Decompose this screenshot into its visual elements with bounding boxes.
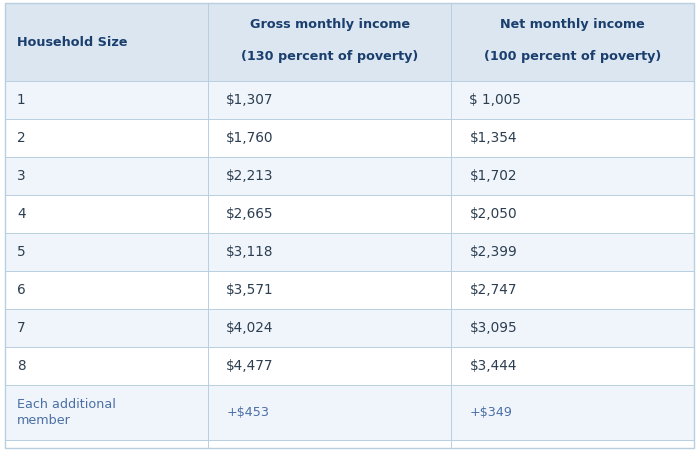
Text: $4,477: $4,477	[226, 359, 274, 373]
Text: Household Size: Household Size	[17, 36, 127, 49]
Text: 4: 4	[17, 207, 26, 221]
Text: +$349: +$349	[470, 406, 512, 419]
Bar	[5, 271, 694, 309]
Text: Each additional
member: Each additional member	[17, 399, 116, 427]
Text: $3,118: $3,118	[226, 245, 274, 259]
Bar	[5, 119, 694, 157]
Text: Net monthly income: Net monthly income	[500, 18, 645, 31]
Text: $1,307: $1,307	[226, 93, 274, 107]
Text: $3,444: $3,444	[470, 359, 517, 373]
Bar	[5, 157, 694, 195]
Text: (130 percent of poverty): (130 percent of poverty)	[241, 50, 419, 63]
Text: $3,095: $3,095	[470, 321, 517, 335]
Bar	[5, 81, 694, 119]
Text: 3: 3	[17, 169, 26, 183]
Text: $2,665: $2,665	[226, 207, 274, 221]
Text: 8: 8	[17, 359, 26, 373]
Text: 5: 5	[17, 245, 26, 259]
Text: 1: 1	[17, 93, 26, 107]
Text: 2: 2	[17, 131, 26, 145]
Text: $2,399: $2,399	[470, 245, 517, 259]
Bar	[5, 195, 694, 233]
Bar	[5, 3, 694, 81]
Text: $2,213: $2,213	[226, 169, 274, 183]
Text: (100 percent of poverty): (100 percent of poverty)	[484, 50, 661, 63]
Text: $ 1,005: $ 1,005	[470, 93, 521, 107]
Bar	[5, 385, 694, 440]
Text: $1,702: $1,702	[470, 169, 517, 183]
Text: +$453: +$453	[226, 406, 269, 419]
Text: $2,747: $2,747	[470, 283, 517, 297]
Text: $4,024: $4,024	[226, 321, 274, 335]
Text: $1,760: $1,760	[226, 131, 274, 145]
Text: $3,571: $3,571	[226, 283, 274, 297]
Bar	[5, 233, 694, 271]
Bar	[5, 347, 694, 385]
Text: Gross monthly income: Gross monthly income	[250, 18, 410, 31]
Text: 6: 6	[17, 283, 26, 297]
Text: $1,354: $1,354	[470, 131, 517, 145]
Text: 7: 7	[17, 321, 26, 335]
Text: $2,050: $2,050	[470, 207, 517, 221]
Bar	[5, 309, 694, 347]
